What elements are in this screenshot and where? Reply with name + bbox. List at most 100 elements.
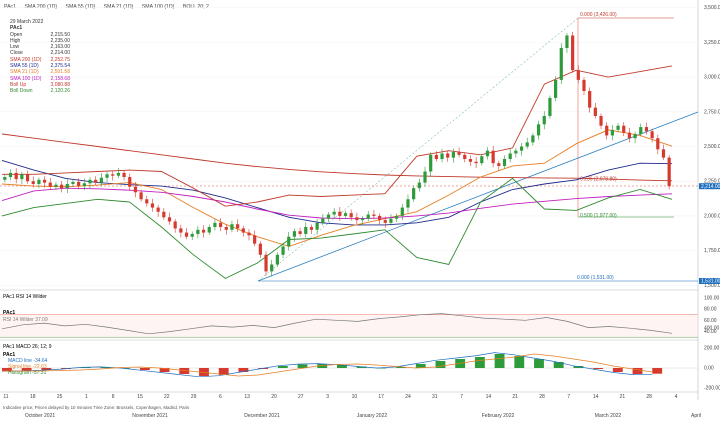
candle-body <box>315 222 319 230</box>
candle-body <box>111 174 115 176</box>
info-date: 29 March 2022 <box>10 19 44 25</box>
candle-body <box>326 214 331 219</box>
header-item-5: BOLL 20; 2 <box>183 4 209 10</box>
candle-body <box>474 161 478 164</box>
candle-body <box>77 181 81 187</box>
info-row-label: High <box>10 37 21 44</box>
candle-body <box>429 154 433 172</box>
candle-body <box>389 218 393 223</box>
x-tick-label: 8 <box>112 394 115 400</box>
info-row: High 2,235.00 <box>10 38 70 44</box>
candle-body <box>434 154 438 160</box>
candles <box>3 31 671 277</box>
candle-body <box>230 224 234 230</box>
header-item-1: SMA 200 (1D) <box>24 4 57 10</box>
candle-body <box>650 131 654 139</box>
candle-body <box>207 227 211 233</box>
candle-body <box>275 254 279 265</box>
month-label: October 2021 <box>25 413 56 419</box>
x-tick-label: 18 <box>30 394 36 400</box>
candle-body <box>616 125 620 130</box>
candle-body <box>525 142 529 147</box>
info-row-label: Boll Down <box>10 88 33 95</box>
candle-body <box>548 97 552 116</box>
info-row-value: 2,252.75 <box>50 56 70 63</box>
month-label: January 2022 <box>357 413 388 419</box>
price-tick-label: 2,500.00 <box>704 144 720 150</box>
x-tick-label: 24 <box>405 394 411 400</box>
x-tick-label: 21 <box>620 394 626 400</box>
price-tick-label: 2,000.00 <box>704 213 720 219</box>
candle-body <box>3 177 7 180</box>
x-tick-label: 14 <box>486 394 492 400</box>
candle-body <box>247 232 251 236</box>
fib-label: 0.500 (1,977.00) <box>580 213 617 219</box>
info-row-label: Low <box>10 44 20 51</box>
info-row-label: SMA 100 (1D) <box>10 75 42 82</box>
x-tick-label: 28 <box>539 394 545 400</box>
info-row-value: 2,215.50 <box>50 31 70 38</box>
month-label: March 2022 <box>595 413 622 419</box>
macd-line <box>1 352 653 378</box>
fib-labels: 0.000 (3,426.00) 0.236 (2,978.80) 0.500 (1… <box>577 12 617 281</box>
macd-histogram-bar <box>159 368 170 372</box>
price-marker-label: 2,214.00 <box>701 184 720 190</box>
candle-body <box>54 184 58 187</box>
candle-body <box>502 159 507 166</box>
month-label: April <box>691 413 701 419</box>
info-row: Close 2,214.00 <box>10 50 70 56</box>
candle-body <box>480 156 484 164</box>
series-line <box>1 133 673 182</box>
macd-histogram-bar <box>415 364 426 368</box>
macd-histogram-bar <box>435 361 446 368</box>
candle-body <box>377 215 382 221</box>
x-tick-label: 11 <box>3 394 8 400</box>
series-line <box>1 177 673 279</box>
candle-body <box>395 215 399 219</box>
month-label: November 2021 <box>132 413 168 419</box>
candle-body <box>440 153 444 160</box>
header-item-0: PAc1 <box>4 4 16 10</box>
macd-histogram-bar <box>612 368 623 372</box>
info-row: SMA 55 (1D) 2,375.54 <box>10 63 70 69</box>
candle-body <box>31 181 35 184</box>
candle-body <box>332 211 336 215</box>
rsi-tick-label: 80.00 <box>704 307 717 313</box>
candle-body <box>219 222 223 228</box>
macd-histogram-bar <box>534 359 544 368</box>
macd-histogram-bar <box>494 354 505 368</box>
candle-body <box>639 127 643 135</box>
candle-body <box>400 207 404 216</box>
candle-body <box>94 179 98 183</box>
macd-histogram-bar <box>139 368 150 370</box>
price-marker <box>699 278 720 284</box>
candle-body <box>122 172 126 178</box>
macd-histogram-bar <box>514 356 525 368</box>
price-tick-label: 2,750.00 <box>704 109 720 115</box>
x-tick-label: 13 <box>244 394 250 400</box>
candle-body <box>201 229 206 233</box>
candle-body <box>184 232 189 237</box>
ohlc-info-panel: 29 March 2022 PAc1 Open 2,215.50 High 2,235… <box>10 19 70 95</box>
candle-body <box>372 214 376 216</box>
candle-body <box>536 124 541 136</box>
candle-body <box>542 115 546 125</box>
info-row: Open 2,215.50 <box>10 32 70 38</box>
fibonacci-lines <box>0 17 699 282</box>
header-legend: PAc1 SMA 200 (1D) SMA 55 (1D) SMA 21 (1D… <box>4 0 209 12</box>
x-tick-label: 7 <box>567 394 570 400</box>
candle-body <box>531 135 535 143</box>
grid <box>0 7 698 286</box>
candle-body <box>196 229 200 234</box>
candle-body <box>116 172 120 176</box>
macd-histogram-bar <box>80 367 91 368</box>
candle-body <box>457 152 461 155</box>
footer-note: Indicative price; Prices delayed by 10 m… <box>3 405 190 410</box>
candle-body <box>258 243 262 255</box>
x-tick-label: 15 <box>137 394 143 400</box>
rsi-header: PAc1 RSI 14 Wilder <box>3 294 47 300</box>
rsi-tick-label: 60.00 <box>704 318 717 324</box>
x-tick-label: 1 <box>85 394 88 400</box>
info-row: Boll Down 2,120.26 <box>10 88 70 94</box>
candle-body <box>321 218 325 223</box>
